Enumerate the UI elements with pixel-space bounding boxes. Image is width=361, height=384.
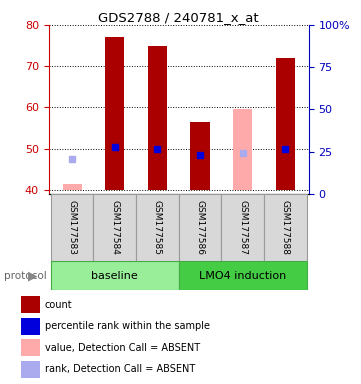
Text: GSM177586: GSM177586 bbox=[196, 200, 204, 255]
Bar bbox=[51, 261, 179, 290]
Bar bbox=[276, 58, 295, 190]
Bar bbox=[179, 194, 221, 261]
Text: GSM177583: GSM177583 bbox=[68, 200, 77, 255]
Bar bbox=[136, 194, 179, 261]
Text: count: count bbox=[45, 300, 72, 310]
Text: percentile rank within the sample: percentile rank within the sample bbox=[45, 321, 210, 331]
Bar bbox=[21, 361, 40, 378]
Text: LMO4 induction: LMO4 induction bbox=[199, 270, 286, 281]
Bar bbox=[179, 261, 306, 290]
Title: GDS2788 / 240781_x_at: GDS2788 / 240781_x_at bbox=[99, 11, 259, 24]
Bar bbox=[190, 122, 210, 190]
Bar bbox=[93, 194, 136, 261]
Text: GSM177588: GSM177588 bbox=[281, 200, 290, 255]
Bar bbox=[221, 194, 264, 261]
Bar bbox=[21, 339, 40, 356]
Text: value, Detection Call = ABSENT: value, Detection Call = ABSENT bbox=[45, 343, 200, 353]
Text: baseline: baseline bbox=[91, 270, 138, 281]
Text: rank, Detection Call = ABSENT: rank, Detection Call = ABSENT bbox=[45, 364, 195, 374]
Text: protocol: protocol bbox=[4, 270, 46, 281]
Bar bbox=[148, 46, 167, 190]
Bar bbox=[21, 318, 40, 335]
Bar bbox=[21, 296, 40, 313]
Bar bbox=[233, 109, 252, 190]
Bar bbox=[105, 37, 125, 190]
Text: GSM177585: GSM177585 bbox=[153, 200, 162, 255]
Text: ▶: ▶ bbox=[29, 269, 38, 282]
Text: GSM177587: GSM177587 bbox=[238, 200, 247, 255]
Bar bbox=[51, 194, 93, 261]
Bar bbox=[62, 184, 82, 190]
Text: GSM177584: GSM177584 bbox=[110, 200, 119, 255]
Bar bbox=[264, 194, 306, 261]
